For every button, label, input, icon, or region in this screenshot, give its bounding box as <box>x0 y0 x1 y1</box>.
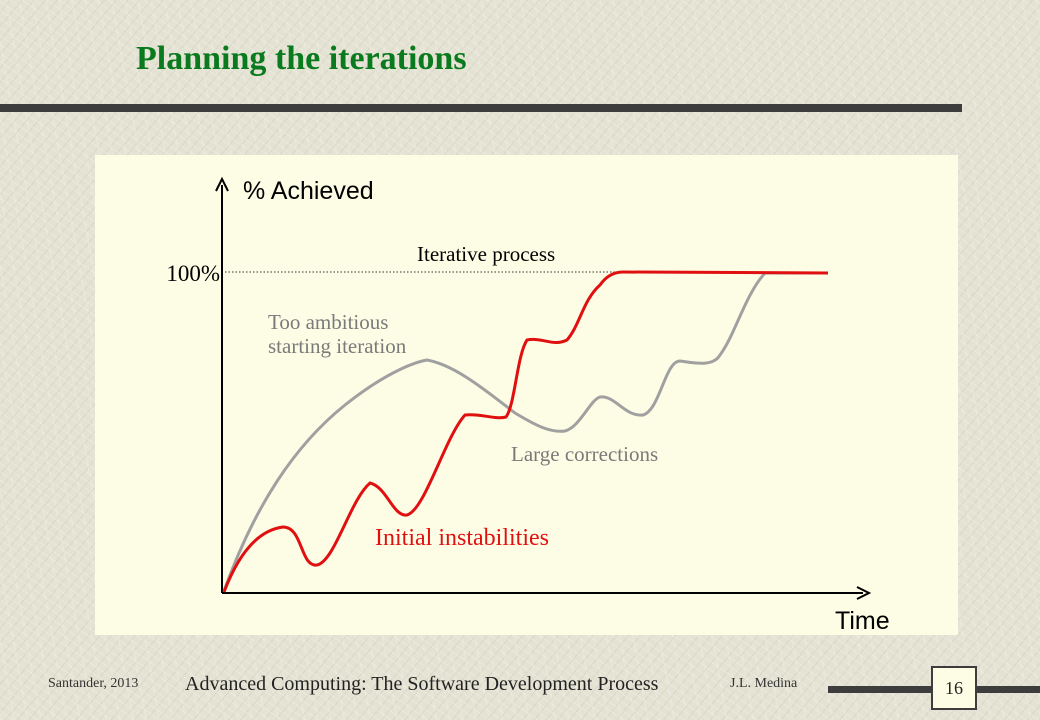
x-axis-arrow <box>856 586 872 600</box>
iteration-diagram: % Achieved 100% Iterative process Too am… <box>166 176 890 635</box>
too-ambitious-label-line2: starting iteration <box>268 334 407 358</box>
x-axis-label: Time <box>835 607 890 635</box>
footer-author: J.L. Medina <box>730 676 798 691</box>
diagram-panel: % Achieved 100% Iterative process Too am… <box>95 155 958 635</box>
footer-location: Santander, 2013 <box>48 676 139 691</box>
too-ambitious-label-line1: Too ambitious <box>268 310 388 334</box>
slide-title: Planning the iterations <box>136 40 467 77</box>
initial-instabilities-label: Initial instabilities <box>375 525 549 551</box>
iterative-process-label: Iterative process <box>417 242 555 266</box>
target-label: 100% <box>166 261 220 286</box>
page-number: 16 <box>931 666 977 710</box>
title-divider <box>0 104 962 112</box>
large-corrections-label: Large corrections <box>511 442 658 466</box>
y-axis-arrow <box>215 176 229 192</box>
iterative-process-curve <box>222 270 829 593</box>
footer-course-title: Advanced Computing: The Software Develop… <box>185 673 659 695</box>
y-axis-label: % Achieved <box>243 177 374 205</box>
too-ambitious-curve <box>222 271 828 592</box>
